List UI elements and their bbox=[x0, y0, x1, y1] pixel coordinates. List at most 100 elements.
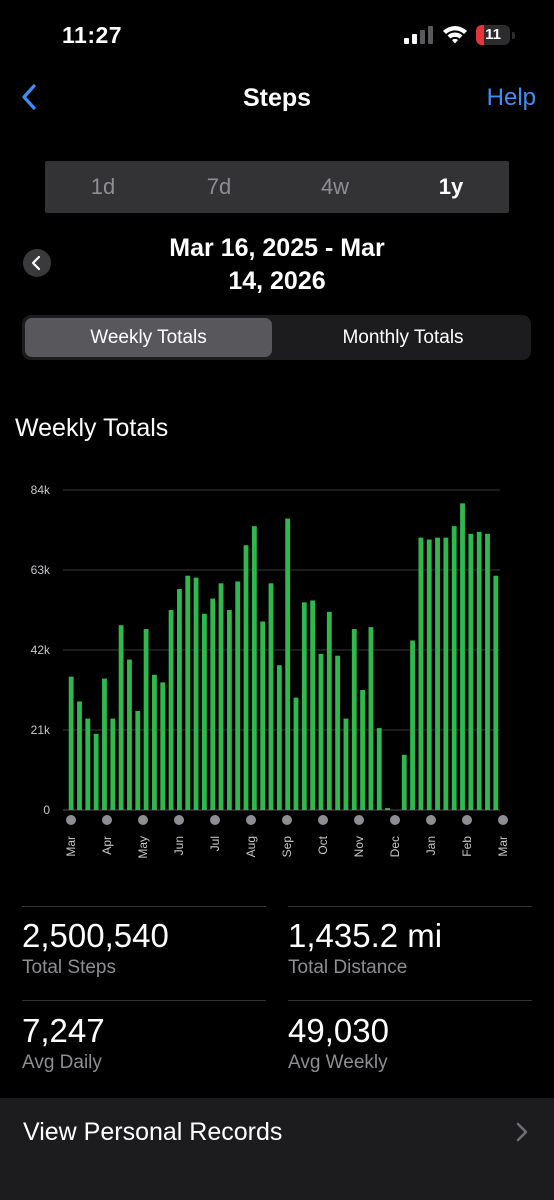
chart-bar[interactable] bbox=[351, 629, 357, 810]
chart-bar[interactable] bbox=[318, 653, 324, 810]
chart-bar[interactable] bbox=[493, 575, 499, 810]
chart-bar[interactable] bbox=[326, 611, 332, 810]
cellular-signal-icon bbox=[404, 26, 433, 44]
range-option-4w[interactable]: 4w bbox=[320, 174, 350, 199]
x-tick-label: Apr bbox=[100, 836, 114, 855]
chart-bar[interactable] bbox=[343, 718, 349, 810]
view-personal-records-label: View Personal Records bbox=[23, 1118, 283, 1146]
chart-bar[interactable] bbox=[118, 625, 124, 810]
x-tick-label: Aug bbox=[244, 836, 258, 857]
divider bbox=[22, 1000, 266, 1001]
chart-bar[interactable] bbox=[243, 545, 249, 810]
totals-toggle: Weekly Totals Monthly Totals bbox=[22, 315, 531, 360]
chart-bar[interactable] bbox=[376, 728, 382, 810]
chevron-left-icon bbox=[22, 84, 36, 110]
chart-bar[interactable] bbox=[276, 665, 282, 810]
chart-bar[interactable] bbox=[93, 733, 99, 810]
chart-bar[interactable] bbox=[418, 537, 424, 810]
x-tick-dot bbox=[246, 815, 256, 825]
x-tick-label: Jul bbox=[208, 836, 222, 851]
range-option-1d[interactable]: 1d bbox=[90, 174, 116, 199]
chart-bar[interactable] bbox=[160, 682, 166, 810]
chart-bar[interactable] bbox=[435, 537, 440, 810]
chart-heading: Weekly Totals bbox=[15, 414, 169, 442]
chart-bar[interactable] bbox=[335, 655, 341, 810]
chart-bar[interactable] bbox=[210, 598, 216, 810]
y-tick-label: 63k bbox=[31, 563, 51, 577]
chart-bar[interactable] bbox=[476, 531, 482, 810]
x-tick-dot bbox=[462, 815, 472, 825]
view-personal-records-row[interactable]: View Personal Records bbox=[0, 1098, 554, 1200]
date-range-line1: Mar 16, 2025 - Mar bbox=[169, 234, 385, 262]
x-tick-label: Oct bbox=[316, 835, 330, 854]
chart-bar[interactable] bbox=[102, 678, 107, 810]
chart-bar[interactable] bbox=[401, 754, 407, 810]
chart-bar[interactable] bbox=[260, 621, 266, 810]
chart-bar[interactable] bbox=[127, 659, 132, 810]
avg-weekly-value: 49,030 bbox=[288, 1012, 389, 1049]
chart-bar[interactable] bbox=[485, 533, 490, 810]
x-tick-label: Dec bbox=[388, 836, 402, 857]
previous-range-button[interactable] bbox=[23, 249, 51, 277]
chart-bar[interactable] bbox=[77, 701, 82, 810]
chart-bar[interactable] bbox=[68, 676, 74, 810]
chart-bar[interactable] bbox=[218, 583, 224, 810]
chart-bar[interactable] bbox=[385, 808, 390, 810]
x-tick-label: May bbox=[136, 836, 150, 859]
back-button[interactable] bbox=[14, 80, 48, 114]
chart-bar[interactable] bbox=[426, 539, 432, 810]
total-distance-label: Total Distance bbox=[288, 957, 408, 978]
chart-bar[interactable] bbox=[368, 627, 374, 810]
x-tick-dot bbox=[426, 815, 436, 825]
chart-bar[interactable] bbox=[193, 577, 199, 810]
chart-bar[interactable] bbox=[410, 640, 415, 810]
y-tick-label: 42k bbox=[31, 643, 51, 657]
total-steps-label: Total Steps bbox=[22, 957, 116, 978]
total-steps-value: 2,500,540 bbox=[22, 917, 169, 954]
chart-bar[interactable] bbox=[268, 583, 274, 810]
chart-bar[interactable] bbox=[201, 613, 207, 810]
x-tick-label: Nov bbox=[352, 836, 366, 857]
battery-icon: 11 bbox=[476, 25, 516, 47]
date-range-label: Mar 16, 2025 - Mar 14, 2026 bbox=[127, 232, 427, 298]
chart-bar[interactable] bbox=[85, 718, 91, 810]
range-selector: 1d 7d 4w 1y bbox=[45, 161, 509, 213]
chart-bar[interactable] bbox=[168, 610, 174, 810]
tab-monthly-totals[interactable]: Monthly Totals bbox=[342, 327, 464, 348]
chart-bar[interactable] bbox=[135, 710, 141, 810]
x-tick-label: Mar bbox=[496, 836, 510, 857]
y-tick-label: 84k bbox=[31, 483, 51, 497]
chart-bar[interactable] bbox=[460, 503, 465, 810]
range-option-7d[interactable]: 7d bbox=[206, 174, 232, 199]
chart-bar[interactable] bbox=[235, 581, 241, 810]
chart-bar[interactable] bbox=[143, 629, 149, 810]
avg-weekly-label: Avg Weekly bbox=[288, 1052, 388, 1073]
divider bbox=[22, 906, 266, 907]
chart-bar[interactable] bbox=[468, 533, 474, 810]
chart-bar[interactable] bbox=[251, 526, 257, 810]
chart-bar[interactable] bbox=[285, 518, 291, 810]
avg-daily-label: Avg Daily bbox=[22, 1052, 102, 1073]
chevron-right-icon bbox=[516, 1122, 528, 1142]
help-button[interactable]: Help bbox=[486, 84, 536, 111]
chart-bar[interactable] bbox=[110, 718, 116, 810]
x-tick-label: Mar bbox=[64, 836, 78, 857]
chart-bar[interactable] bbox=[360, 690, 366, 810]
battery-level: 11 bbox=[485, 26, 501, 43]
divider bbox=[288, 906, 532, 907]
x-tick-dot bbox=[318, 815, 328, 825]
chart-bar[interactable] bbox=[185, 575, 191, 810]
chart-bar[interactable] bbox=[226, 610, 232, 810]
chart-bar[interactable] bbox=[310, 600, 316, 810]
chart-bar[interactable] bbox=[451, 526, 457, 810]
x-tick-dot bbox=[390, 815, 400, 825]
range-option-1y[interactable]: 1y bbox=[438, 174, 464, 199]
y-tick-label: 0 bbox=[43, 803, 50, 817]
x-tick-label: Jan bbox=[424, 836, 438, 855]
tab-weekly-totals[interactable]: Weekly Totals bbox=[25, 318, 272, 357]
chart-bar[interactable] bbox=[301, 602, 307, 810]
chart-bar[interactable] bbox=[443, 537, 449, 810]
chart-bar[interactable] bbox=[293, 697, 299, 810]
chart-bar[interactable] bbox=[152, 674, 157, 810]
chart-bar[interactable] bbox=[177, 589, 182, 810]
